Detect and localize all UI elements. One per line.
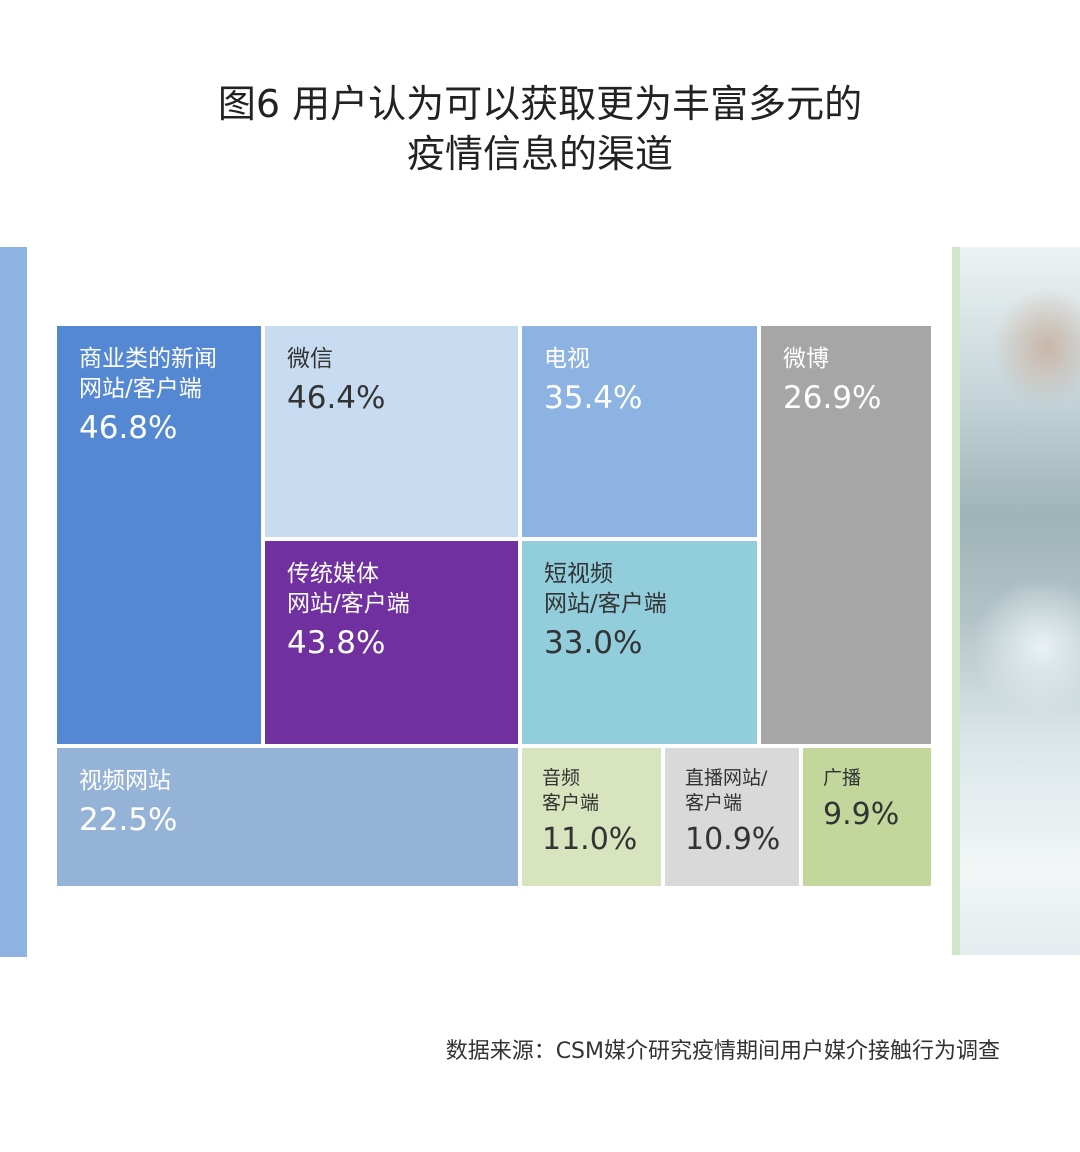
treemap-cell-value: 43.8%	[287, 625, 386, 661]
left-decorative-bar	[0, 247, 27, 957]
treemap-cell-value: 10.9%	[685, 822, 781, 857]
treemap-cell-label: 电视	[544, 346, 590, 372]
data-source-note: 数据来源：CSM媒介研究疫情期间用户媒介接触行为调查	[445, 1039, 1000, 1064]
treemap-cell-value: 46.8%	[79, 410, 178, 446]
treemap-cell-1: 微信 46.4%	[265, 326, 518, 537]
treemap-cell-value: 22.5%	[79, 802, 178, 838]
treemap-cell-6: 视频网站 22.5%	[57, 748, 518, 886]
treemap-cell-9: 广播 9.9%	[803, 748, 931, 886]
chart-title-line1: 图6 用户认为可以获取更为丰富多元的	[217, 82, 863, 126]
treemap-cell-label: 商业类的新闻 网站/客户端	[79, 346, 217, 402]
treemap-cell-label: 视频网站	[79, 768, 171, 794]
treemap-cell-value: 26.9%	[783, 380, 882, 416]
treemap-cell-value: 35.4%	[544, 380, 643, 416]
treemap-cell-value: 46.4%	[287, 380, 386, 416]
treemap-cell-0: 商业类的新闻 网站/客户端 46.8%	[57, 326, 261, 744]
treemap-cell-label: 短视频 网站/客户端	[544, 561, 667, 617]
treemap-cell-label: 广播	[823, 767, 862, 789]
chart-title-line2: 疫情信息的渠道	[406, 132, 673, 176]
treemap-cell-5: 短视频 网站/客户端 33.0%	[522, 541, 757, 744]
treemap-cell-8: 直播网站/ 客户端 10.9%	[665, 748, 799, 886]
treemap-cell-4: 传统媒体 网站/客户端 43.8%	[265, 541, 518, 744]
treemap-cell-label: 微博	[783, 346, 829, 372]
treemap-cell-7: 音频 客户端 11.0%	[522, 748, 661, 886]
treemap-cell-label: 音频 客户端	[542, 767, 600, 814]
treemap-cell-label: 微信	[287, 346, 333, 372]
treemap-cell-2: 电视 35.4%	[522, 326, 757, 537]
treemap-cell-label: 直播网站/ 客户端	[685, 767, 768, 814]
treemap-cell-label: 传统媒体 网站/客户端	[287, 561, 410, 617]
treemap-cell-3: 微博 26.9%	[761, 326, 931, 744]
treemap-cell-value: 11.0%	[542, 822, 638, 857]
background-photo	[952, 247, 1080, 955]
treemap-cell-value: 9.9%	[823, 797, 900, 832]
treemap-cell-value: 33.0%	[544, 625, 643, 661]
